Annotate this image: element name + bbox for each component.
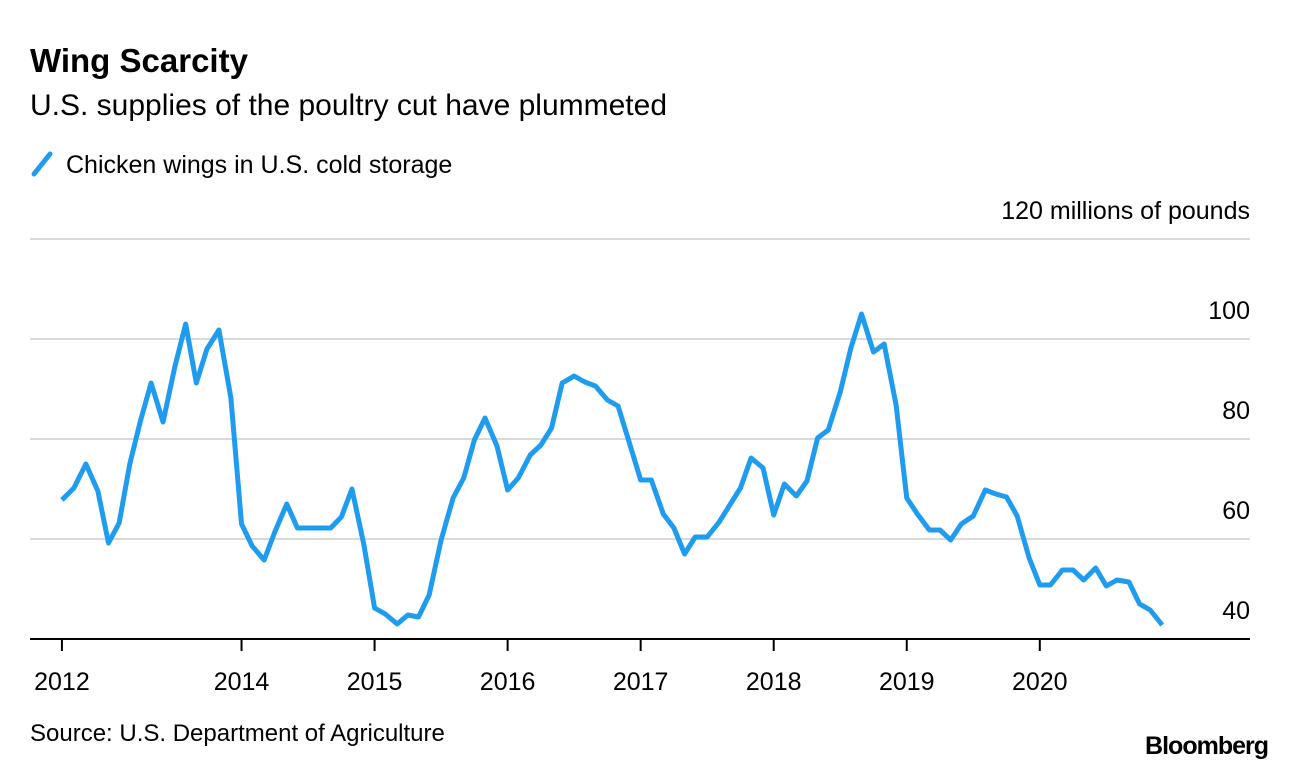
brand: Bloomberg: [1145, 732, 1268, 760]
legend-swatch: [31, 151, 53, 177]
y-tick-label: 40: [1222, 597, 1250, 625]
y-tick-label: 100: [1208, 297, 1250, 325]
x-tick-label: 2018: [746, 668, 802, 696]
data-line: [60, 311, 1165, 627]
legend-label: Chicken wings in U.S. cold storage: [66, 151, 452, 179]
x-tick-label: 2012: [34, 668, 90, 696]
chart-subtitle: U.S. supplies of the poultry cut have pl…: [30, 89, 667, 122]
x-tick-label: 2015: [347, 668, 403, 696]
chart-title: Wing Scarcity: [30, 42, 249, 79]
y-tick-label: 120 millions of pounds: [1001, 197, 1250, 225]
x-tick-label: 2019: [879, 668, 935, 696]
y-tick-label: 80: [1222, 397, 1250, 425]
x-tick-label: 2016: [480, 668, 536, 696]
x-tick-label: 2020: [1012, 668, 1068, 696]
x-tick-label: 2017: [613, 668, 669, 696]
source: Source: U.S. Department of Agriculture: [30, 720, 445, 747]
y-tick-label: 60: [1222, 497, 1250, 525]
x-tick-label: 2014: [214, 668, 270, 696]
